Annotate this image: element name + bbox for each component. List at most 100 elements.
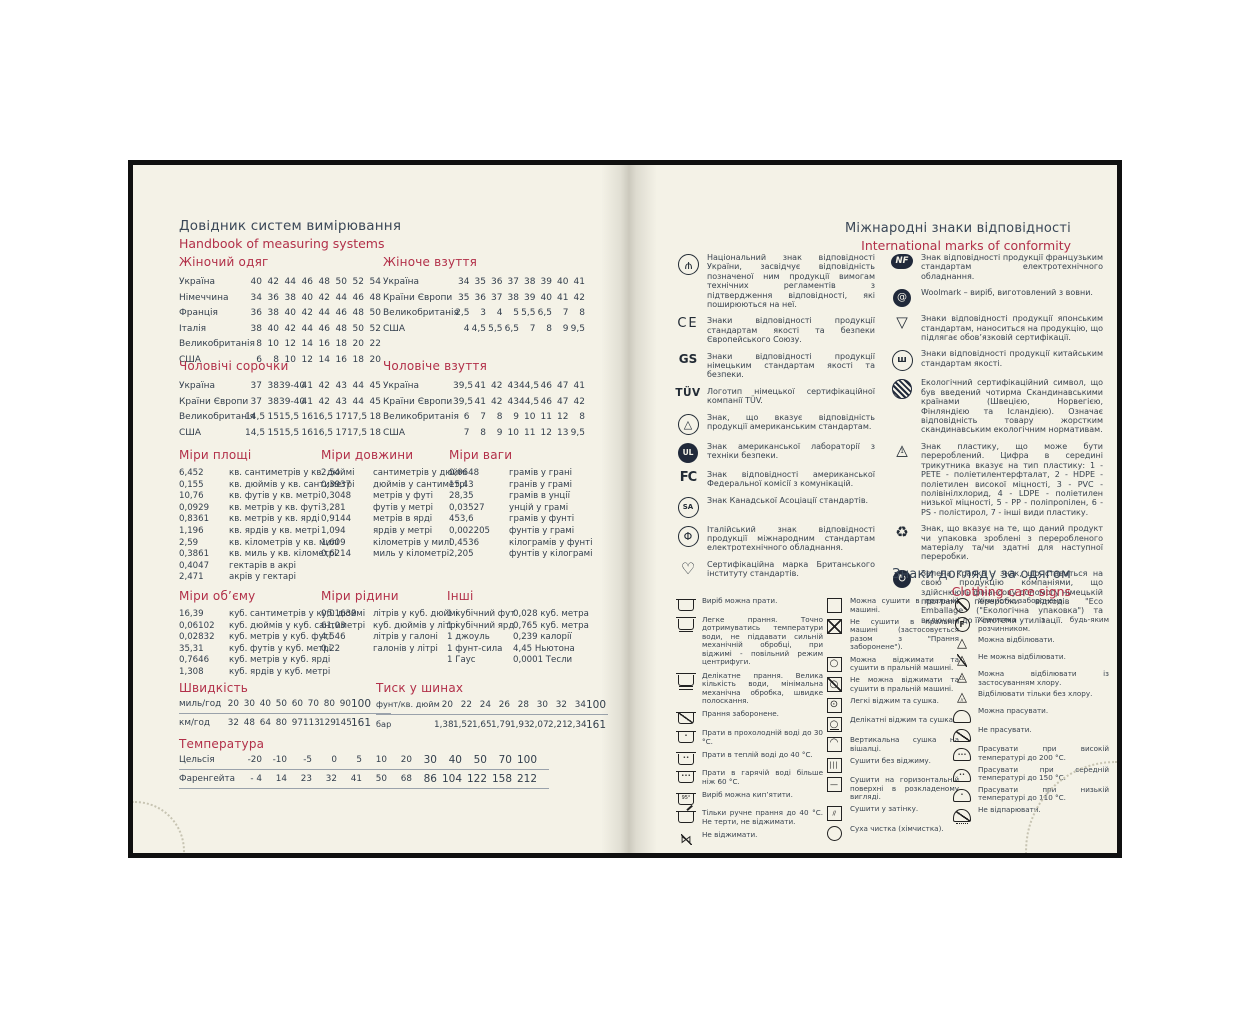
length-measures-table: Міри довжини 2,54 сантиметрів у дюймі 0,3… — [321, 448, 506, 561]
size-row: Україна 37 38 39-40 41 42 43 44 45 — [179, 381, 381, 391]
conformity-mark-item: ш Знаки відповідності продукції китайськ… — [889, 349, 1103, 372]
section-heading: Міри рідини — [321, 589, 399, 603]
care-sign-description: Не прасувати. — [978, 725, 1032, 735]
care-signs-header: Знаки догляду за одягом Clothing care si… — [892, 567, 1071, 599]
temperature-row-celsius: Цельсія -20 -10 -5 0 5 10 20 30 40 50 70 100 — [179, 754, 549, 770]
pressure-value: 26 — [498, 700, 510, 710]
care-sign-description: Легкі віджим та сушка. — [850, 695, 939, 705]
measure-row: 0,3048 метрів у футі — [321, 491, 434, 502]
care-sign-item: F Хімчистка з будь-яким розчинником. — [951, 615, 1109, 633]
measure-row: 2,205 фунтів у кілограмі — [449, 549, 593, 560]
size-row: Франція 36 38 40 42 44 46 48 50 — [179, 308, 381, 319]
pressure-value: 28 — [517, 700, 529, 710]
size-row: Італія 38 40 42 44 46 48 50 52 — [179, 323, 381, 334]
speed-value: 113 — [303, 718, 320, 728]
liquid-measures-table: Міри рідини 0,01639 літрів у куб. дюймі 6… — [321, 589, 506, 655]
measure-row: 61,03 куб. дюймів у літрі — [321, 620, 459, 631]
section-heading: Міри площі — [179, 448, 252, 462]
no-steam-iron-icon — [953, 808, 971, 825]
no-wring-icon: ⋈ — [680, 833, 692, 846]
size-row: США 6 8 10 12 14 16 18 20 — [179, 354, 381, 365]
speed-value: 100 — [351, 698, 372, 710]
conformity-mark-item: GS Знаки відповідності продукції німецьк… — [675, 352, 875, 380]
conformity-mark-item: ▽ Знаки відповідності продукції японськи… — [889, 314, 1103, 342]
temperature-value: 70 — [498, 754, 512, 766]
care-sign-item: Можна прасувати. — [951, 706, 1109, 724]
care-sign-item: •• Прасувати при середній температурі до… — [951, 765, 1109, 783]
section-heading: Температура — [179, 737, 265, 751]
pressure-value: 22 — [460, 700, 472, 710]
care-sign-item: ⋈ Не віджимати. — [675, 830, 823, 846]
care-sign-item: Делікатне прання. Велика кількість води,… — [675, 670, 823, 706]
care-sign-item: • Прасувати при низькій температурі до 1… — [951, 785, 1109, 803]
temperature-value: -20 — [247, 755, 262, 765]
conformity-mark-item: UL Знак американської лабораторії з техн… — [675, 442, 875, 463]
diary-spread: Довідник систем вимірювання Handbook of … — [128, 160, 1122, 858]
pressure-value: 1,52 — [453, 720, 473, 730]
size-row: США 4 4,5 5,5 6,5 7 8 9 9,5 — [383, 323, 585, 334]
temperature-value: 100 — [516, 754, 537, 766]
measure-row: 16,39 куб. сантиметрів у куб. дюймі — [179, 609, 366, 619]
care-sign-item: △ Можна відбілювати. — [951, 635, 1109, 651]
measure-row: 6,452 кв. сантиметрів у кв. дюймі — [179, 468, 355, 478]
measure-row: 2,471 акрів у гектарі — [179, 572, 297, 583]
section-heading: Міри об’єму — [179, 589, 256, 603]
measure-row: 0,8361 кв. метрів у кв. ярді — [179, 514, 320, 525]
dry-clean-any-solvent-icon: F — [954, 617, 970, 632]
ukraine-conformity-mark-icon: Ψ — [677, 254, 699, 275]
conformity-mark-description: Знак пластику, що може бути перероблений… — [921, 441, 1103, 517]
hang-dry-square-icon: ◠ — [826, 736, 842, 752]
pressure-value: 1,79 — [491, 720, 511, 730]
pressure-value: 161 — [586, 719, 607, 731]
care-sign-description: Делікатне прання. Велика кількість води,… — [702, 670, 823, 706]
care-sign-item: Можна сушити в пральній машині. — [823, 596, 959, 614]
section-heading: Інші — [447, 589, 474, 603]
section-heading: Тиск у шинах — [376, 681, 464, 695]
speed-row-kmh: км/год 32 48 64 80 97 113 129 145 161 — [179, 717, 372, 729]
care-sign-description: Хімчистка заборонена. — [978, 596, 1065, 605]
temperature-value: 10 — [375, 755, 387, 765]
pressure-row-psi: фунт/кв. дюйм 20 22 24 26 28 30 32 34 100 — [376, 698, 608, 715]
temperature-row-fahrenheit: Фаренгейта - 4 14 23 32 41 50 68 86 104 122 158 212 — [179, 773, 549, 789]
speed-value: 48 — [243, 718, 255, 728]
care-sign-item: △ Відбілювати тільки без хлору. — [951, 690, 1109, 705]
conformity-mark-description: Логотип німецької сертифікаційної компан… — [707, 386, 875, 406]
care-sign-description: Делікатні віджим та сушка. — [850, 715, 956, 725]
section-heading: Міри ваги — [449, 448, 513, 462]
measure-row: 0,155 кв. дюймів у кв. сантиметрі — [179, 479, 355, 490]
pressure-row-bar: бар 1,38 1,52 1,65 1,79 1,93 2,07 2,21 2,34 161 — [376, 719, 607, 731]
no-machine-dry-square-icon — [826, 618, 842, 634]
plastic-recycling-mark-icon: △ — [896, 442, 908, 458]
pressure-value: 30 — [536, 700, 548, 710]
women-clothing-table: Жіночий одяг Україна 40 42 44 46 48 50 52 54 Нім… — [179, 255, 381, 369]
ul-mark-icon: UL — [678, 442, 698, 463]
pressure-value: 1,38 — [434, 720, 454, 730]
nordic-ecolabel-icon — [892, 379, 912, 400]
size-row: Україна 40 42 44 46 48 50 52 54 — [179, 277, 381, 287]
conformity-mark-description: Знак, що вказує відповідність продукції … — [707, 412, 875, 432]
conformity-mark-item: Екологічний сертифікаційний символ, що б… — [889, 378, 1103, 434]
pressure-value: 24 — [479, 700, 491, 710]
care-sign-description: Можна відбілювати. — [978, 635, 1055, 645]
care-sign-description: Не сушити в пральній машині (застосовуєт… — [850, 616, 959, 652]
care-sign-item: △ Не можна відбілювати. — [951, 653, 1109, 668]
measure-row: 1 кубічний фут 0,028 куб. метра — [447, 609, 589, 619]
right-page-header: Міжнародні знаки відповідності Internati… — [845, 221, 1071, 253]
care-sign-description: Можна прасувати. — [978, 706, 1049, 716]
size-row: Країни Європи 37 38 39-40 41 42 43 44 45 — [179, 396, 381, 407]
speed-value: 129 — [319, 718, 336, 728]
care-sign-description: Сушити на горизонтальній поверхні в розк… — [850, 775, 959, 802]
care-sign-description: Суха чистка (хімчистка). — [850, 823, 944, 833]
tire-pressure-table: Тиск у шинах фунт/кв. дюйм 20 22 24 26 28 30 3… — [376, 681, 608, 731]
size-row: Україна 34 35 36 37 38 39 40 41 — [383, 277, 585, 287]
green-dot-mark-icon: ↻ — [893, 569, 911, 588]
care-sign-item: Не сушити в пральній машині (застосовуєт… — [823, 616, 959, 652]
care-sign-item: Виріб можна прати. — [675, 596, 823, 611]
no-iron-icon — [953, 729, 971, 743]
conformity-mark-item: △ Знак, що вказує відповідність продукці… — [675, 413, 875, 435]
china-standards-mark-icon: ш — [891, 350, 913, 372]
men-shirts-table: Чоловічі сорочки Україна 37 38 39-40 41 42 43 4… — [179, 359, 381, 441]
measure-row: 0,22 галонів у літрі — [321, 643, 438, 654]
speed-value: 80 — [275, 718, 287, 728]
